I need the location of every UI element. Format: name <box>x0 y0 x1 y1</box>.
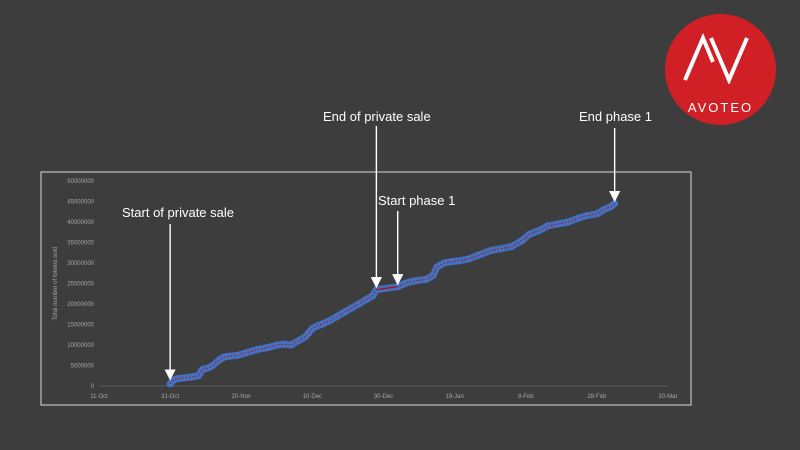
y-tick-label: 5000000 <box>71 364 95 370</box>
data-point <box>312 323 320 330</box>
x-tick-label: 20-Mar <box>658 394 677 400</box>
data-point <box>362 296 370 304</box>
data-point <box>593 210 601 218</box>
data-point <box>518 237 526 244</box>
x-tick-label: 19-Jan <box>445 394 463 400</box>
data-point <box>355 300 362 308</box>
data-point <box>476 251 483 259</box>
annotation-end-phase-1: End phase 1 <box>579 109 653 124</box>
data-point <box>341 308 348 316</box>
data-point <box>497 245 505 252</box>
series-line <box>169 203 616 385</box>
y-tick-label: 30000000 <box>67 261 94 267</box>
y-tick-label: 0 <box>91 384 95 390</box>
y-tick-label: 50000000 <box>67 179 94 185</box>
data-point <box>266 343 274 351</box>
data-point <box>333 313 341 320</box>
x-tick-label: 8-Feb <box>518 394 534 400</box>
data-point <box>486 247 494 254</box>
data-point <box>287 341 295 349</box>
data-point <box>181 374 188 382</box>
series-gap-line <box>376 286 398 291</box>
y-axis-label: Total number of tokens sold <box>53 247 59 320</box>
logo-text: AVOTEO <box>687 100 754 115</box>
avoteo-logo: AVOTEO <box>665 14 776 125</box>
data-point <box>536 226 544 234</box>
y-tick-label: 40000000 <box>67 220 94 226</box>
data-point <box>198 366 206 373</box>
data-point <box>543 222 551 230</box>
data-point <box>422 276 430 283</box>
annotation-end-private-sale: End of private sale <box>323 109 431 124</box>
data-point <box>319 320 327 327</box>
annotation-start-phase-1: Start phase 1 <box>378 193 456 208</box>
data-point <box>401 280 409 287</box>
data-point <box>408 278 416 285</box>
data-point <box>600 206 608 213</box>
data-point <box>415 276 423 284</box>
x-tick-label: 30-Dec <box>374 394 393 400</box>
y-tick-label: 45000000 <box>67 200 94 206</box>
av-logo-mark-icon <box>683 32 749 84</box>
annotation-start-private-sale: Start of private sale <box>122 205 234 220</box>
x-tick-label: 11-Oct <box>90 394 108 400</box>
data-point <box>188 373 195 381</box>
x-tick-label: 28-Feb <box>587 394 607 400</box>
data-point <box>280 340 288 348</box>
data-point <box>611 200 618 207</box>
y-tick-label: 10000000 <box>67 343 94 349</box>
data-point <box>273 341 281 349</box>
y-tick-label: 35000000 <box>67 241 94 247</box>
y-tick-label: 20000000 <box>67 302 94 308</box>
x-tick-label: 31-Oct <box>161 394 179 400</box>
chart-border <box>40 171 692 406</box>
data-point <box>554 220 562 228</box>
data-point <box>195 372 202 380</box>
y-tick-label: 25000000 <box>67 282 94 288</box>
x-tick-label: 10-Dec <box>303 394 322 400</box>
y-tick-label: 15000000 <box>67 323 94 329</box>
data-point <box>582 212 590 220</box>
x-tick-label: 20-Nov <box>232 394 251 400</box>
